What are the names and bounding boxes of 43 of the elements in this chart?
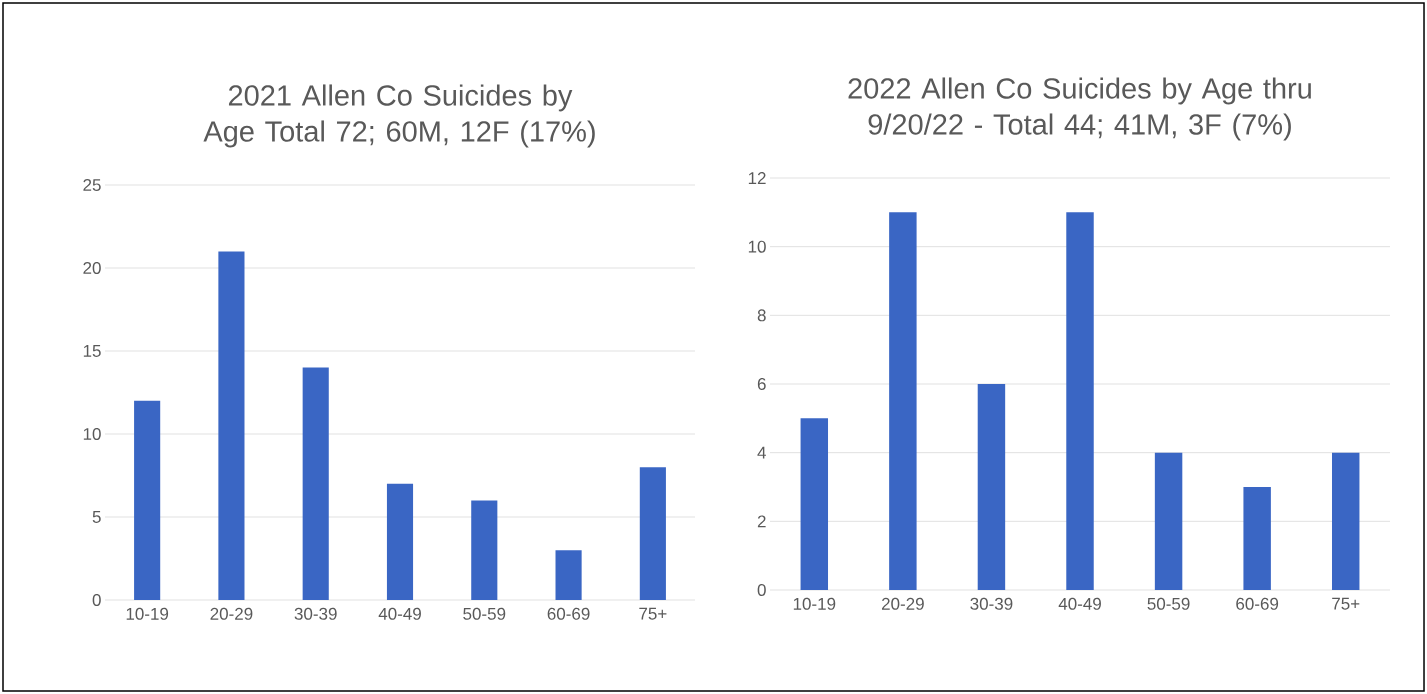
bar [386, 483, 414, 600]
bar [302, 367, 329, 600]
bar [471, 500, 498, 600]
bar [1066, 212, 1094, 590]
bar [800, 418, 829, 590]
x-tick-label: 40-49 [378, 607, 421, 620]
x-tick-label: 10-19 [126, 607, 169, 620]
x-tick-label: 50-59 [463, 607, 506, 620]
y-tick-label: 12 [748, 172, 766, 184]
y-tick-label: 0 [92, 593, 101, 607]
bar [218, 251, 245, 600]
x-tick-label: 20-29 [210, 607, 253, 620]
y-tick-label: 25 [83, 178, 101, 192]
x-tick-label: 10-19 [793, 597, 836, 610]
bar [977, 384, 1006, 590]
y-tick-label: 5 [92, 511, 101, 523]
bar [639, 467, 666, 600]
y-tick-label: 6 [757, 377, 766, 391]
x-tick-label: 30-39 [294, 607, 337, 620]
bar [1243, 487, 1271, 590]
bar [1154, 452, 1183, 590]
y-tick-label: 20 [83, 261, 101, 275]
y-tick-label: 10 [83, 427, 101, 441]
x-tick-label: 75+ [1332, 597, 1360, 610]
x-tick-label: 30-39 [970, 597, 1013, 610]
x-tick-label: 60-69 [547, 607, 590, 620]
chart-title: 2022 Allen Co Suicides by Age thru 9/20/22 - Total 44; 41M, 3F (7%) [848, 77, 1311, 141]
y-tick-label: 4 [757, 446, 766, 459]
bar [555, 550, 582, 600]
x-tick-label: 50-59 [1147, 597, 1190, 610]
x-tick-label: 75+ [639, 607, 667, 620]
x-tick-label: 40-49 [1058, 597, 1101, 610]
x-tick-label: 20-29 [881, 597, 924, 610]
y-tick-label: 0 [757, 583, 766, 597]
y-tick-label: 8 [757, 309, 766, 322]
bar [134, 400, 161, 600]
bar [889, 212, 917, 590]
y-tick-label: 2 [757, 515, 766, 528]
y-tick-label: 10 [748, 240, 766, 253]
chart-title: 2021 Allen Co Suicides by Age Total 72; 60M, 12F (17%) [203, 84, 595, 148]
bar [1332, 452, 1360, 590]
y-tick-label: 15 [83, 345, 101, 357]
x-tick-label: 60-69 [1236, 597, 1279, 610]
